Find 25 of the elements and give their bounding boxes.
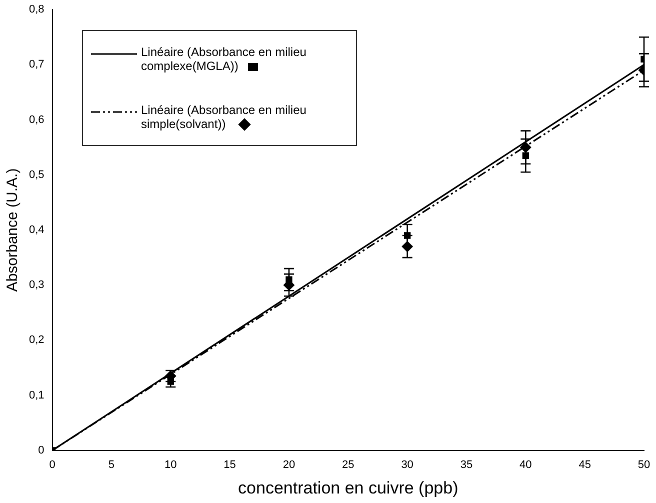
y-tick-label: 0,1 — [28, 389, 44, 402]
x-tick-label: 0 — [49, 459, 56, 472]
x-axis-title: concentration en cuivre (ppb) — [238, 478, 458, 498]
x-tick-label: 35 — [460, 459, 473, 472]
y-tick-label: 0,5 — [28, 168, 44, 181]
legend-label: Linéaire (Absorbance en milieu simple(solvant)) — [141, 103, 308, 131]
y-tick-label: 0 — [38, 444, 44, 456]
y-tick-label: 0,4 — [28, 224, 44, 236]
x-tick-label: 50 — [638, 459, 650, 472]
x-tick-label: 25 — [342, 459, 354, 472]
x-tick-label: 45 — [578, 459, 591, 472]
x-tick-label: 40 — [520, 459, 532, 472]
y-tick-label: 0,6 — [28, 114, 44, 126]
y-tick-label: 0,3 — [28, 279, 44, 292]
y-tick-label: 0,7 — [28, 58, 44, 71]
point — [286, 276, 292, 283]
x-tick-label: 15 — [224, 459, 236, 472]
y-axis-title: Absorbance (U.A.) — [4, 168, 22, 292]
y-tick-label: 0,2 — [28, 334, 44, 346]
x-tick-label: 20 — [282, 459, 296, 472]
x-tick-label: 5 — [108, 459, 115, 472]
x-tick-label: 10 — [164, 459, 177, 472]
y-tick-label: 0,8 — [28, 4, 44, 16]
x-tick-label: 30 — [401, 459, 414, 472]
legend-label: Linéaire (Absorbance en milieu complexe(MGLA)) — [141, 45, 308, 73]
